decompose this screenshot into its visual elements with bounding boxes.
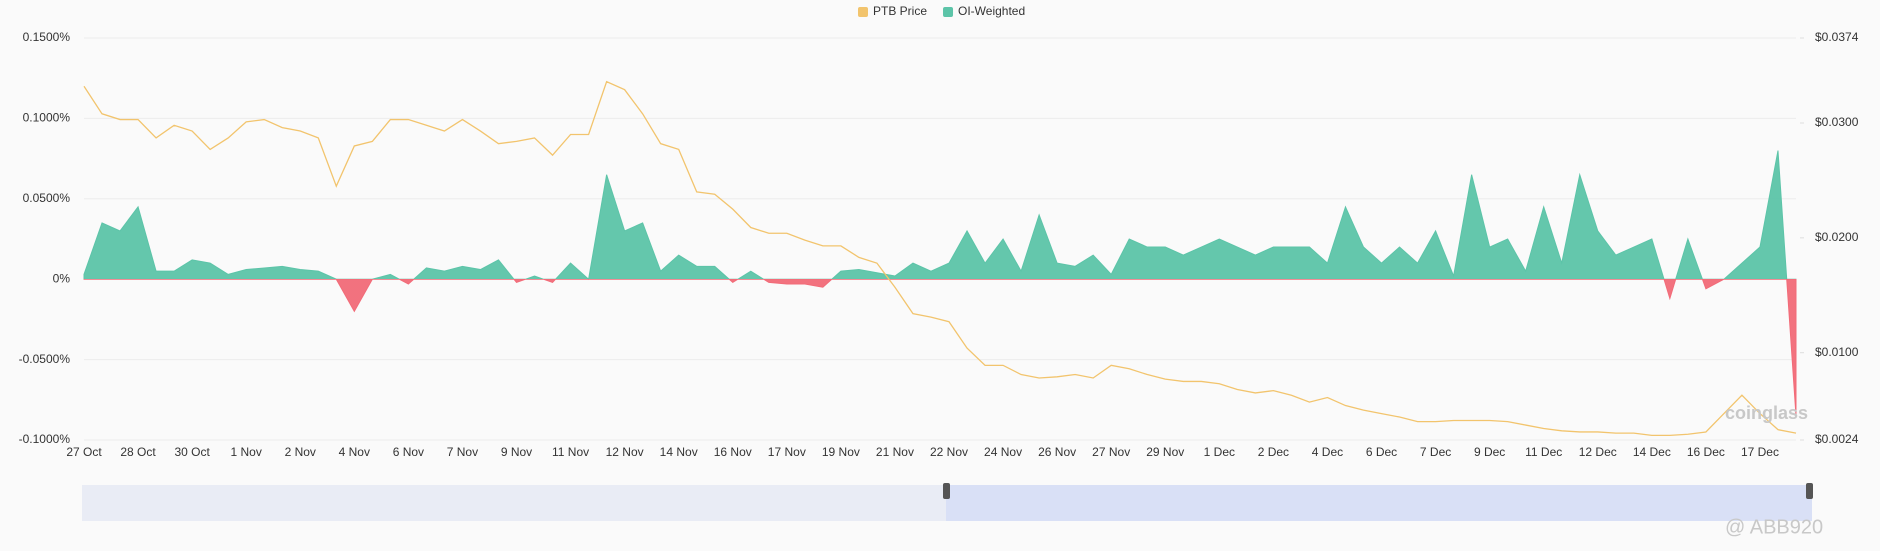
x-tick-label: 4 Dec (1312, 445, 1343, 459)
y-tick-label: 0.0500% (23, 191, 71, 205)
x-tick-label: 24 Nov (984, 445, 1022, 459)
x-tick-label: 28 Oct (120, 445, 156, 459)
navigator-selection (946, 485, 1812, 521)
x-tick-label: 17 Nov (768, 445, 806, 459)
x-tick-label: 2 Nov (285, 445, 316, 459)
x-tick-label: 14 Dec (1633, 445, 1671, 459)
x-tick-label: 12 Dec (1579, 445, 1617, 459)
x-tick-label: 21 Nov (876, 445, 914, 459)
x-tick-label: 2 Dec (1258, 445, 1289, 459)
x-tick-label: 27 Nov (1092, 445, 1130, 459)
x-tick-label: 1 Nov (231, 445, 262, 459)
legend-label: OI-Weighted (958, 4, 1025, 18)
x-tick-label: 17 Dec (1741, 445, 1779, 459)
legend-swatch (943, 7, 954, 17)
x-tick-label: 11 Dec (1525, 445, 1562, 459)
x-tick-label: 6 Nov (393, 445, 424, 459)
watermark: @ ABB920 (1725, 516, 1823, 538)
x-tick-label: 26 Nov (1038, 445, 1076, 459)
x-tick-label: 29 Nov (1146, 445, 1184, 459)
watermark: coinglass (1725, 403, 1808, 423)
line (83, 80, 1797, 437)
x-tick-label: 4 Nov (339, 445, 370, 459)
x-tick-label: 16 Nov (714, 445, 752, 459)
x-tick-label: 19 Nov (822, 445, 860, 459)
y-tick-label: 0.1000% (23, 111, 71, 125)
y2-tick-label: $0.0374 (1815, 30, 1859, 44)
navigator-handle[interactable] (943, 483, 950, 499)
x-tick-label: 30 Oct (174, 445, 210, 459)
x-tick-label: 6 Dec (1366, 445, 1397, 459)
x-tick-label: 7 Dec (1420, 445, 1451, 459)
x-tick-label: 22 Nov (930, 445, 968, 459)
x-tick-label: 11 Nov (552, 445, 589, 459)
y-tick-label: 0% (53, 271, 71, 285)
y2-tick-label: $0.0300 (1815, 115, 1859, 129)
navigator-handle[interactable] (1806, 483, 1813, 499)
x-tick-label: 9 Dec (1474, 445, 1505, 459)
plot: -0.1000% -0.0500% 0% 0.0500% 0.1000% 0.1500% $… (19, 4, 1859, 459)
x-tick-label: 7 Nov (447, 445, 478, 459)
y-tick-label: -0.1000% (19, 432, 71, 446)
y2-tick-label: $0.0100 (1815, 345, 1859, 359)
x-tick-label: 12 Nov (606, 445, 644, 459)
y2-tick-label: $0.0200 (1815, 230, 1859, 244)
x-tick-label: 16 Dec (1687, 445, 1725, 459)
y2-tick-label: $0.0024 (1815, 432, 1859, 446)
x-tick-label: 14 Nov (660, 445, 698, 459)
x-tick-label: 9 Nov (501, 445, 532, 459)
x-tick-label: 27 Oct (66, 445, 102, 459)
legend-label: PTB Price (873, 4, 927, 18)
legend-swatch (858, 7, 868, 17)
x-tick-label: 1 Dec (1204, 445, 1235, 459)
y-tick-label: -0.0500% (19, 352, 71, 366)
area (83, 150, 1797, 416)
y-tick-label: 0.1500% (23, 30, 71, 44)
